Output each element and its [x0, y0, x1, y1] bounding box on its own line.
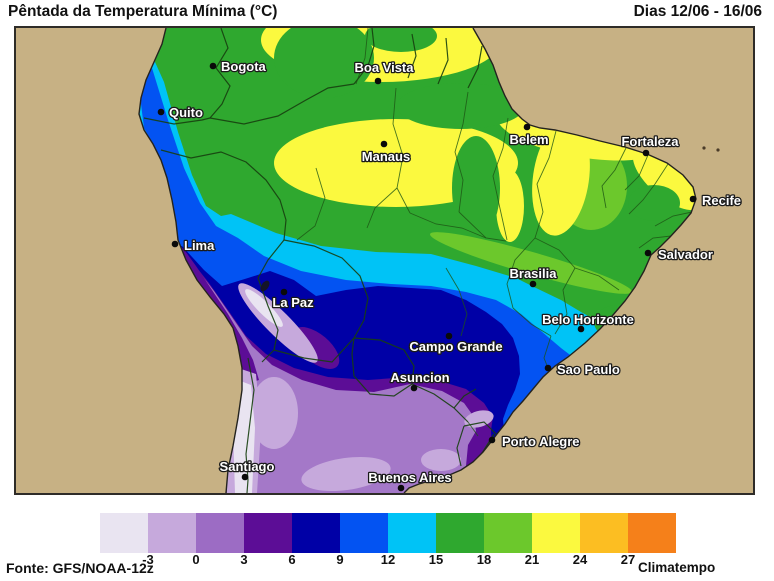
city-label-manaus: Manaus — [362, 149, 410, 164]
city-label-asuncion: Asuncion — [390, 370, 449, 385]
legend-tick-9: 9 — [336, 552, 344, 567]
city-dot-recife — [689, 195, 697, 203]
city-label-sao-paulo: Sao Paulo — [557, 362, 620, 377]
city-marker-boa-vista: Boa Vista — [353, 59, 416, 85]
city-dot-brasilia — [529, 280, 537, 288]
city-label-belo-horizonte: Belo Horizonte — [542, 312, 634, 327]
city-dot-boa-vista — [374, 77, 382, 85]
city-label-quito: Quito — [169, 105, 203, 120]
legend-swatch-0 — [100, 513, 148, 553]
city-label-belem: Belem — [509, 132, 548, 147]
city-marker-lima: Lima — [171, 237, 216, 254]
coastline — [138, 28, 697, 493]
city-dot-salvador — [644, 249, 652, 257]
source-credit: Fonte: GFS/NOAA-12z — [6, 560, 154, 576]
legend-swatch-7 — [436, 513, 484, 553]
legend-tick-6: 6 — [288, 552, 296, 567]
city-marker-brasilia: Brasilia — [508, 265, 559, 288]
legend-swatch-5 — [340, 513, 388, 553]
forecast-period: Dias 12/06 - 16/06 — [633, 3, 762, 20]
city-label-brasilia: Brasilia — [510, 266, 558, 281]
city-marker-porto-alegre: Porto Alegre — [488, 433, 581, 450]
city-dot-santiago — [241, 473, 249, 481]
city-marker-bogota: Bogota — [209, 58, 268, 75]
city-dot-buenos-aires — [397, 484, 405, 492]
city-marker-quito: Quito — [157, 104, 204, 121]
city-dot-bogota — [209, 62, 217, 70]
map-frame: Bogota Quito Boa Vista Manaus Belem Fortaleza… — [14, 26, 755, 495]
legend-tick-15: 15 — [428, 552, 444, 567]
city-marker-la-paz: La Paz — [271, 288, 315, 311]
state-borders — [296, 28, 693, 437]
city-marker-buenos-aires: Buenos Aires — [367, 469, 453, 492]
brand-credit: Climatempo — [638, 560, 716, 575]
legend-swatch-1 — [148, 513, 196, 553]
city-dot-quito — [157, 108, 165, 116]
city-label-porto-alegre: Porto Alegre — [502, 434, 580, 449]
city-label-lima: Lima — [184, 238, 215, 253]
city-label-fortaleza: Fortaleza — [621, 134, 679, 149]
legend-swatch-10 — [580, 513, 628, 553]
legend-tick--3: -3 — [142, 552, 154, 567]
city-dot-manaus — [380, 140, 388, 148]
island-dot — [702, 146, 706, 150]
city-marker-manaus: Manaus — [360, 140, 412, 165]
lake-titicaca — [260, 280, 270, 292]
city-label-campo-grande: Campo Grande — [409, 339, 502, 354]
city-label-bogota: Bogota — [221, 59, 267, 74]
city-label-recife: Recife — [702, 193, 741, 208]
page-title: Pêntada da Temperatura Mínima (°C) — [8, 3, 278, 20]
city-marker-salvador: Salvador — [644, 246, 714, 263]
legend-tick-27: 27 — [620, 552, 636, 567]
city-dot-belo-horizonte — [577, 325, 585, 333]
city-layer: Bogota Quito Boa Vista Manaus Belem Fortaleza… — [157, 58, 742, 492]
legend-swatch-3 — [244, 513, 292, 553]
city-marker-sao-paulo: Sao Paulo — [544, 361, 621, 378]
city-marker-campo-grande: Campo Grande — [408, 332, 504, 355]
city-label-salvador: Salvador — [658, 247, 713, 262]
country-borders — [143, 28, 497, 493]
city-dot-campo-grande — [445, 332, 453, 340]
city-marker-recife: Recife — [689, 192, 742, 209]
city-dot-belem — [523, 123, 531, 131]
city-dot-fortaleza — [642, 149, 650, 157]
city-marker-fortaleza: Fortaleza — [620, 133, 681, 157]
legend-tick-24: 24 — [572, 552, 588, 567]
legend-swatch-4 — [292, 513, 340, 553]
legend-swatch-8 — [484, 513, 532, 553]
city-dot-porto-alegre — [488, 436, 496, 444]
city-marker-asuncion: Asuncion — [389, 369, 451, 392]
city-label-boa-vista: Boa Vista — [354, 60, 414, 75]
legend-swatch-9 — [532, 513, 580, 553]
legend-tick-0: 0 — [192, 552, 200, 567]
city-marker-belo-horizonte: Belo Horizonte — [541, 311, 635, 333]
city-label-la-paz: La Paz — [272, 295, 314, 310]
legend-ticks: -3 0 3 6 9 12 15 18 21 24 27 — [100, 552, 676, 568]
city-marker-santiago: Santiago — [218, 458, 276, 481]
legend-tick-18: 18 — [476, 552, 492, 567]
legend-tick-12: 12 — [380, 552, 396, 567]
city-dot-sao-paulo — [544, 364, 552, 372]
legend-swatch-11 — [628, 513, 676, 553]
map-svg: Bogota Quito Boa Vista Manaus Belem Fortaleza… — [16, 28, 753, 493]
city-marker-belem: Belem — [508, 123, 550, 148]
city-dot-lima — [171, 240, 179, 248]
city-dot-la-paz — [280, 288, 288, 296]
legend-tick-3: 3 — [240, 552, 248, 567]
legend-tick-21: 21 — [524, 552, 540, 567]
island-dot — [716, 148, 720, 152]
legend-swatch-6 — [388, 513, 436, 553]
legend-swatch-2 — [196, 513, 244, 553]
city-dot-asuncion — [410, 384, 418, 392]
legend-swatches — [100, 513, 676, 553]
city-label-santiago: Santiago — [220, 459, 275, 474]
city-label-buenos-aires: Buenos Aires — [368, 470, 451, 485]
